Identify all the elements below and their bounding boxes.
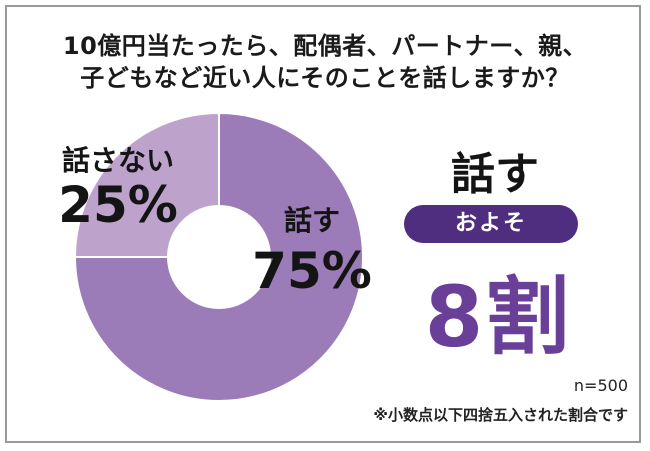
donut-slices [73, 111, 364, 402]
donut-slice-話さない [73, 111, 220, 258]
rounding-note: ※小数点以下四捨五入された割合です [373, 406, 628, 424]
slice-label-name-1: 話さない [62, 144, 174, 177]
slice-label-value-0: 75% [252, 242, 372, 300]
summary-big-value: 8割 [424, 268, 572, 366]
summary-approx-badge: およそ [404, 205, 578, 243]
slice-label-value-1: 25% [58, 176, 178, 234]
slice-label-name-0: 話す [284, 204, 340, 237]
sample-size-note: n=500 [573, 376, 628, 395]
chart-title-line1: 10億円当たったら、配偶者、パートナー、親、 [62, 32, 588, 60]
donut-slice-話す [73, 111, 364, 402]
summary-heading: 話す [451, 149, 539, 200]
chart-title-line2: 子どもなど近い人にそのことを話しますか？ [80, 64, 570, 92]
